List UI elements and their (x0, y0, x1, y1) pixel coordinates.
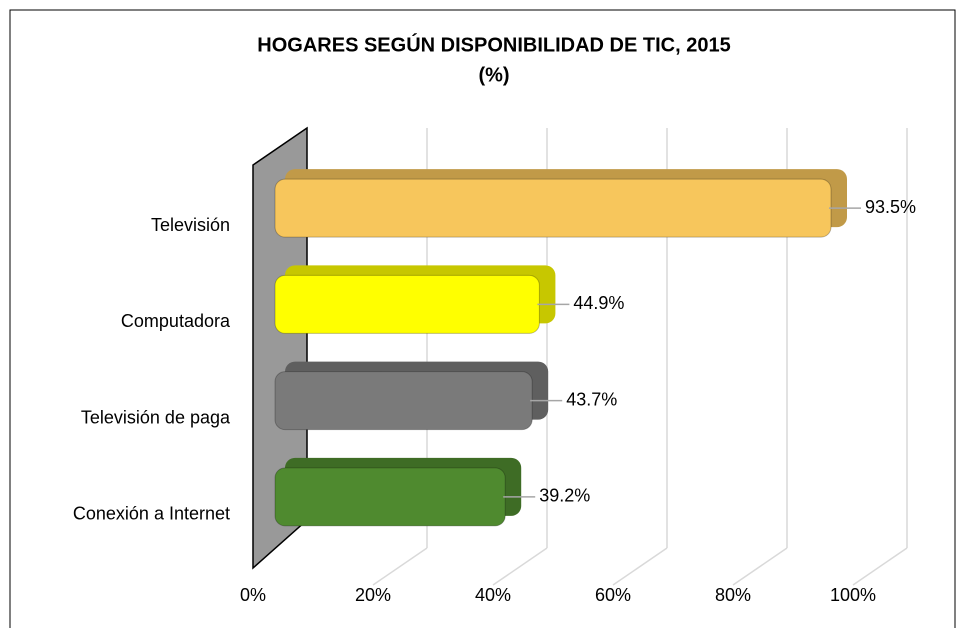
bar (274, 371, 533, 431)
x-tick-label: 20% (355, 585, 391, 605)
bar (274, 467, 506, 527)
grid-line (612, 547, 668, 586)
y-tick-label: Computadora (121, 311, 231, 331)
grid-line (372, 547, 428, 586)
y-tick-label: Televisión (151, 215, 230, 235)
x-tick-label: 80% (715, 585, 751, 605)
grid-line (492, 547, 548, 586)
value-label: 93.5% (865, 197, 916, 217)
y-tick-label: Televisión de paga (81, 407, 231, 427)
x-tick-label: 60% (595, 585, 631, 605)
chart-title: HOGARES SEGÚN DISPONIBILIDAD DE TIC, 201… (257, 32, 730, 56)
chart-subtitle: (%) (478, 64, 509, 86)
grid-line (732, 547, 788, 586)
x-tick-label: 0% (240, 585, 266, 605)
value-label: 44.9% (573, 293, 624, 313)
value-label: 39.2% (539, 486, 590, 506)
value-label: 43.7% (566, 389, 617, 409)
x-tick-label: 40% (475, 585, 511, 605)
y-tick-label: Conexión a Internet (73, 504, 230, 524)
bar (274, 274, 540, 334)
bar (274, 178, 832, 238)
grid-line (852, 547, 908, 586)
x-tick-label: 100% (830, 585, 876, 605)
